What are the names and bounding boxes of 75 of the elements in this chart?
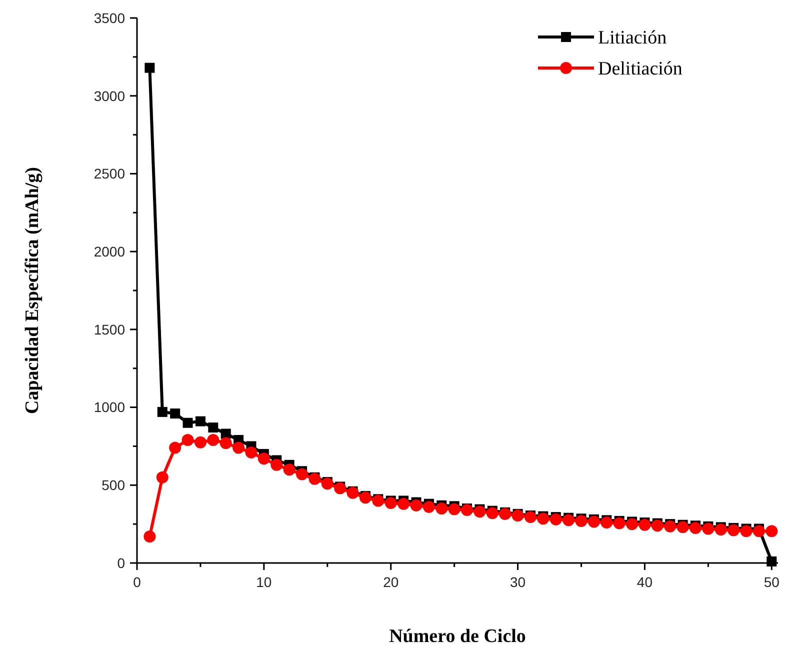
point <box>499 508 512 520</box>
x-tick-label: 0 <box>133 574 142 590</box>
point <box>575 514 588 527</box>
point <box>156 471 168 484</box>
y-tick-label: 3500 <box>94 10 126 26</box>
x-tick-label: 20 <box>383 574 399 590</box>
point <box>651 520 664 532</box>
point <box>436 502 448 514</box>
point <box>359 492 372 504</box>
point <box>588 516 600 528</box>
point <box>524 511 536 524</box>
x-tick-label: 40 <box>636 574 653 590</box>
point <box>194 436 206 448</box>
point <box>537 512 550 525</box>
point <box>270 458 283 471</box>
y-tick-label: 2000 <box>94 243 126 260</box>
point <box>220 437 232 450</box>
point <box>334 482 346 494</box>
point <box>714 524 727 536</box>
point <box>398 498 410 510</box>
point <box>321 478 334 490</box>
point <box>486 507 498 520</box>
point <box>752 525 765 538</box>
point <box>296 468 308 480</box>
y-tick-label: 500 <box>102 477 126 494</box>
y-tick-label: 2500 <box>94 166 126 182</box>
point <box>245 446 258 458</box>
point <box>676 521 689 534</box>
point <box>308 472 321 485</box>
point <box>689 522 702 534</box>
point <box>258 452 270 465</box>
point <box>232 442 245 454</box>
point <box>550 513 562 526</box>
x-tick-label: 30 <box>510 574 526 590</box>
x-tick-label: 10 <box>256 574 272 590</box>
point <box>157 406 168 417</box>
point <box>169 442 182 454</box>
y-tick-label: 1500 <box>94 321 126 338</box>
point <box>702 522 714 535</box>
point <box>664 520 676 532</box>
point <box>728 524 740 536</box>
point <box>766 525 778 538</box>
point <box>195 416 206 426</box>
point <box>182 434 194 446</box>
x-tick-label: 50 <box>764 574 780 590</box>
point <box>207 434 220 446</box>
point <box>410 499 422 512</box>
point <box>144 62 155 73</box>
point <box>613 517 626 530</box>
point <box>562 514 575 526</box>
y-axis-title: Capacidad Específica (mAh/g) <box>22 167 43 414</box>
point <box>346 486 359 499</box>
point <box>422 500 435 513</box>
point <box>170 408 180 419</box>
point <box>638 518 651 531</box>
point <box>461 504 474 516</box>
point <box>283 464 296 476</box>
y-tick-label: 0 <box>117 554 126 571</box>
y-tick-label: 3000 <box>94 88 126 104</box>
legend-label: Delitiación <box>598 58 683 80</box>
point <box>474 506 486 518</box>
x-axis-title: Número de Ciclo <box>389 626 526 647</box>
y-tick-label: 1000 <box>94 399 126 416</box>
legend-label: Litiación <box>598 28 668 49</box>
point <box>372 494 384 507</box>
point <box>384 497 397 510</box>
point <box>448 503 460 516</box>
point <box>740 525 752 538</box>
point <box>512 510 524 522</box>
point <box>600 516 613 529</box>
point <box>626 518 638 530</box>
point <box>208 422 218 433</box>
point <box>182 418 193 428</box>
point <box>766 556 777 566</box>
point <box>144 530 156 543</box>
